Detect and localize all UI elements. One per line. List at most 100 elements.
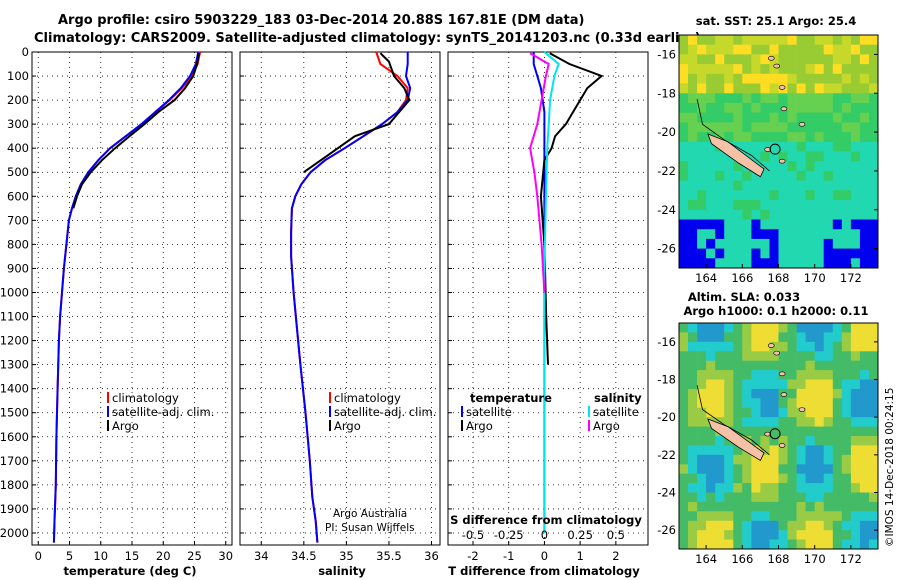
- map-cell: [832, 398, 843, 409]
- map-cell: [850, 112, 861, 123]
- map-cell: [688, 501, 698, 512]
- map-cell: [760, 229, 770, 240]
- map-cell: [715, 180, 725, 191]
- depth-tick-label: 300: [7, 117, 29, 131]
- map-cell: [841, 44, 852, 55]
- map-cell: [697, 190, 707, 201]
- map-cell: [769, 219, 779, 230]
- map-cell: [760, 73, 770, 84]
- map-cell: [796, 379, 806, 390]
- map-cell: [805, 200, 815, 211]
- map-cell: [706, 151, 716, 162]
- map-cell: [823, 388, 834, 399]
- map-cell: [778, 520, 788, 531]
- map-cell: [697, 209, 707, 220]
- map-cell: [841, 511, 852, 522]
- map-cell: [850, 520, 861, 531]
- map-cell: [733, 360, 743, 371]
- map-cell: [724, 511, 734, 522]
- map-cell: [679, 492, 689, 503]
- map-cell: [697, 122, 707, 133]
- sal-xtick-label: 36: [424, 549, 439, 563]
- map-cell: [805, 464, 815, 475]
- map-cell: [832, 323, 843, 333]
- map-cell: [733, 54, 743, 65]
- map-cell: [751, 323, 761, 333]
- map-cell: [769, 180, 779, 191]
- map-xtick-label: 168: [768, 552, 790, 566]
- diff-legend-t-argo: Argo: [466, 419, 493, 433]
- map-cell: [850, 417, 861, 427]
- map-cell: [778, 219, 788, 230]
- map-cell: [814, 407, 825, 418]
- island-small: [767, 343, 775, 348]
- map-cell: [823, 54, 834, 65]
- map-cell: [787, 83, 797, 94]
- map-cell: [859, 54, 870, 65]
- map-cell: [706, 141, 716, 152]
- map-cell: [688, 151, 698, 162]
- map-cell: [760, 170, 770, 181]
- map-cell: [814, 520, 825, 531]
- map-cell: [850, 258, 861, 269]
- map-cell: [715, 539, 725, 550]
- map-cell: [679, 44, 689, 55]
- map-cell: [742, 141, 752, 152]
- map-cell: [715, 219, 725, 230]
- map-cell: [859, 388, 870, 399]
- map-cell: [850, 180, 861, 191]
- map-cell: [823, 219, 834, 230]
- map-cell: [778, 161, 788, 172]
- map-cell: [796, 64, 806, 75]
- map-cell: [859, 332, 870, 343]
- map-cell: [841, 141, 852, 152]
- map-cell: [778, 258, 788, 269]
- map-cell: [778, 180, 788, 191]
- map-cell: [814, 180, 825, 191]
- map-cell: [841, 238, 852, 249]
- map-cell: [841, 379, 852, 390]
- map-cell: [832, 426, 843, 437]
- map-cell: [823, 132, 834, 143]
- map-cell: [697, 454, 707, 465]
- map-cell: [751, 501, 761, 512]
- map-cell: [832, 436, 843, 446]
- figure-title-line1: Argo profile: csiro 5903229_183 03-Dec-2…: [58, 13, 584, 28]
- map-cell: [814, 64, 825, 75]
- map-cell: [679, 161, 689, 172]
- map-cell: [850, 141, 861, 152]
- map-cell: [742, 464, 752, 475]
- map-cell: [805, 398, 815, 409]
- island-small: [780, 392, 788, 397]
- map-cell: [832, 483, 843, 493]
- map-cell: [760, 379, 770, 390]
- map-cell: [679, 445, 689, 456]
- map-cell: [850, 436, 861, 446]
- diff-top-tick-label: 0: [541, 528, 548, 542]
- map-cell: [787, 360, 797, 371]
- map-cell: [778, 351, 788, 362]
- map-cell: [706, 44, 716, 55]
- map-cell: [769, 103, 779, 114]
- map-cell: [805, 445, 815, 456]
- map-cell: [859, 103, 870, 114]
- map-cell: [787, 190, 797, 201]
- map-cell: [769, 132, 779, 143]
- map-cell: [742, 417, 752, 427]
- map-cell: [724, 379, 734, 390]
- map-cell: [787, 200, 797, 211]
- map-cell: [724, 370, 734, 380]
- map-cell: [760, 454, 770, 465]
- map-cell: [787, 35, 797, 46]
- map-cell: [751, 132, 761, 143]
- map-cell: [733, 483, 743, 493]
- map-cell: [724, 360, 734, 371]
- map-cell: [706, 539, 716, 550]
- temperature-panel: 0100200300400500600700800900100011001200…: [0, 45, 233, 563]
- map-cell: [859, 426, 870, 437]
- island-small: [764, 431, 771, 437]
- map-cell: [679, 73, 689, 84]
- map-cell: [832, 54, 843, 65]
- map-cell: [869, 180, 879, 191]
- map-cell: [715, 73, 725, 84]
